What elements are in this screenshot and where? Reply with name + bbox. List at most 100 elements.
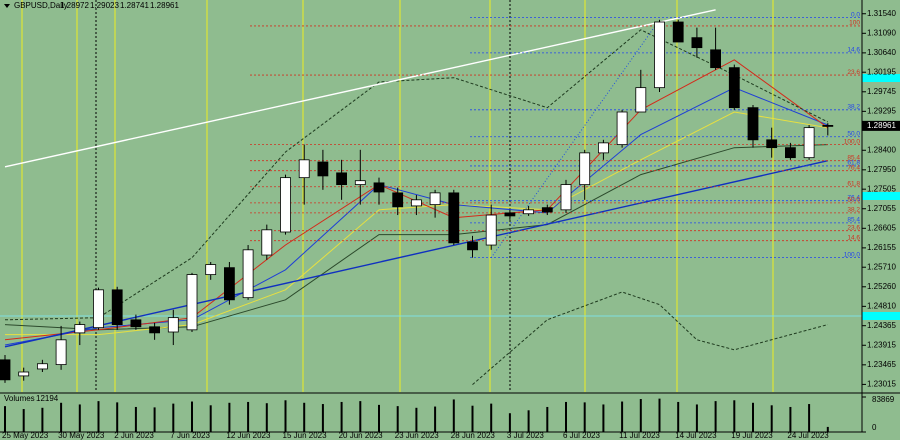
volume-bar	[733, 400, 736, 432]
fib-label: 100.0	[844, 251, 861, 258]
volume-bar	[284, 400, 287, 432]
candle-body	[223, 267, 235, 301]
volume-bar	[340, 401, 343, 432]
volume-bar	[658, 398, 661, 432]
alert-marker	[862, 312, 900, 320]
indicator-line	[4, 144, 828, 331]
current-price-box	[862, 120, 900, 131]
candle-body	[485, 214, 497, 246]
x-tick-label: 12 Jun 2023	[226, 431, 271, 440]
volume-bar	[527, 410, 530, 432]
candle-body	[785, 147, 796, 159]
candle-body	[747, 107, 759, 141]
fib-label: 23.6	[847, 69, 860, 76]
header-open: 1.28972	[60, 1, 89, 10]
header-low: 1.28741	[120, 1, 149, 10]
y-tick-label: 1.30640	[867, 48, 896, 57]
y-tick-label: 1.25260	[867, 282, 896, 291]
y-tick-label: 1.31090	[867, 28, 896, 37]
volume-bar	[826, 426, 829, 432]
fib-label: 38.2	[847, 207, 860, 214]
y-tick-label: 1.29745	[867, 87, 896, 96]
fibonacci: 0.010014.623.638.250.0100.085.461.876.46…	[250, 11, 862, 258]
candle-body	[504, 212, 516, 217]
volume-bar	[4, 406, 6, 432]
alert-marker	[862, 192, 900, 200]
alert-marker	[862, 74, 900, 82]
fib-label: 14.6	[847, 234, 860, 241]
volume-bar	[602, 404, 605, 432]
candle-body	[298, 159, 310, 179]
fib-label: 100	[849, 20, 860, 27]
candle-body	[635, 87, 647, 113]
y-tick-label: 1.24810	[867, 301, 896, 310]
volume-title: Volumes	[4, 394, 35, 403]
x-tick-label: 2 Jun 2023	[114, 431, 154, 440]
volume-bar	[583, 402, 586, 432]
volume-bar	[172, 403, 175, 432]
volume-bar	[359, 401, 362, 432]
candle-body	[149, 326, 161, 334]
volume-last: 12194	[36, 394, 59, 403]
volume-bar	[153, 407, 156, 432]
volume-bar	[228, 402, 231, 432]
x-tick-label: 14 Jul 2023	[675, 431, 717, 440]
candle-body	[317, 161, 329, 177]
candle-body	[336, 172, 348, 186]
y-tick-label: 1.24365	[867, 321, 896, 330]
candle-body	[410, 199, 422, 207]
y-tick-label: 1.27055	[867, 204, 896, 213]
y-tick-label: 1.26155	[867, 243, 896, 252]
volume-bar	[321, 404, 324, 432]
fib-label: 14.6	[847, 47, 860, 54]
candle-body	[373, 182, 385, 193]
fib-label: 76.4	[847, 194, 860, 201]
fib-label: 76.4	[847, 164, 860, 171]
volume-bar	[191, 401, 193, 432]
menu-icon[interactable]	[4, 4, 10, 8]
volume-bar	[97, 401, 100, 432]
y-tick-label: 1.27505	[867, 184, 896, 193]
volume-bar	[434, 406, 437, 432]
candle-body	[354, 180, 366, 186]
candle-body	[448, 192, 460, 244]
candle-body	[728, 67, 740, 109]
fib-label: 85.4	[847, 217, 860, 224]
volume-bar	[808, 404, 811, 432]
y-tick-label: 1.23915	[867, 340, 896, 349]
fib-label: 61.8	[847, 181, 860, 188]
volume-bar	[770, 405, 773, 432]
volume-bar	[789, 406, 792, 432]
volume-bar	[265, 403, 268, 432]
date-axis: 25 May 2023 30 May 2023 2 Jun 2023 7 Jun 20…	[2, 431, 829, 440]
y-tick-label: 1.29295	[867, 106, 896, 115]
fib-label: 23.6	[847, 224, 860, 231]
volume-bar	[565, 401, 567, 432]
volume-bar	[247, 401, 250, 432]
fib-label: 85.4	[847, 154, 860, 161]
volume-bar	[714, 401, 717, 432]
fib-label: 61.8	[847, 160, 860, 167]
candle-body	[616, 111, 628, 146]
x-tick-label: 19 Jul 2023	[731, 431, 773, 440]
x-tick-label: 23 Jun 2023	[395, 431, 440, 440]
fib-label: 50.0	[847, 131, 860, 138]
candle-body	[541, 207, 553, 213]
volume-bar	[546, 406, 549, 432]
volume-bar	[22, 409, 25, 432]
y-tick-label: 1.26605	[867, 223, 896, 232]
volume-bar	[490, 403, 493, 432]
candle-body	[710, 49, 721, 69]
volume-bar	[134, 406, 137, 432]
candle-body	[186, 274, 198, 331]
candle-body	[654, 21, 665, 89]
volume-bar	[415, 407, 418, 432]
candle-body	[598, 142, 609, 154]
candle-body	[766, 139, 778, 149]
candle-body	[691, 37, 703, 49]
volume-bar	[378, 404, 380, 432]
candle-body	[822, 124, 834, 127]
x-tick-label: 30 May 2023	[58, 431, 105, 440]
candle-body	[467, 241, 478, 251]
